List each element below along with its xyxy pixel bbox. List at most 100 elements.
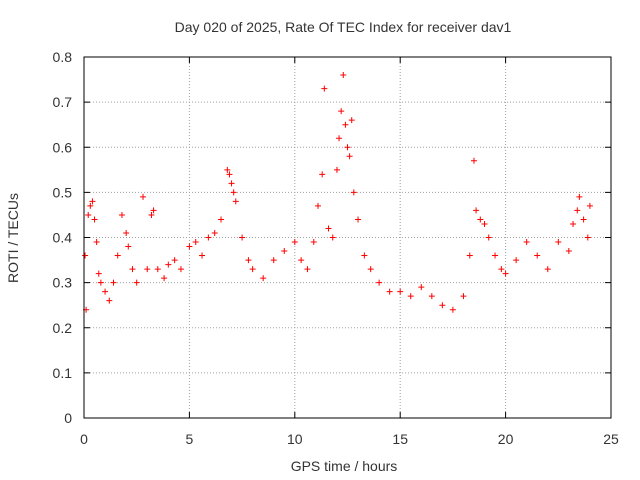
data-point <box>165 261 172 268</box>
data-point <box>314 202 321 209</box>
y-tick-label: 0.5 <box>53 184 73 200</box>
data-point <box>555 239 562 246</box>
data-point <box>321 85 328 92</box>
data-point <box>199 252 206 259</box>
data-point <box>460 293 467 300</box>
data-point <box>270 257 277 264</box>
data-point <box>281 248 288 255</box>
data-point <box>118 211 125 218</box>
y-tick-label: 0 <box>64 410 72 426</box>
data-point <box>407 293 414 300</box>
x-tick-label: 0 <box>80 431 88 447</box>
data-point <box>342 121 349 128</box>
data-point <box>325 225 332 232</box>
grid-lines <box>84 57 611 418</box>
data-point <box>123 229 130 236</box>
data-point <box>544 266 551 273</box>
data-point <box>319 171 326 178</box>
data-point <box>85 211 92 218</box>
data-point <box>110 279 117 286</box>
data-point <box>513 257 520 264</box>
data-point <box>355 216 362 223</box>
y-axis-label: ROTI / TECUs <box>5 193 21 283</box>
data-point <box>481 220 488 227</box>
data-point <box>106 297 113 304</box>
y-tick-label: 0.4 <box>53 230 73 246</box>
y-tick-label: 0.7 <box>53 94 73 110</box>
data-point <box>428 293 435 300</box>
data-point <box>249 266 256 273</box>
data-point <box>310 239 317 246</box>
data-point <box>502 270 509 277</box>
data-point <box>336 135 343 142</box>
y-tick-labels: 0 0.1 0.2 0.3 0.4 0.5 0.6 0.7 0.8 <box>53 49 73 426</box>
data-point <box>211 229 218 236</box>
data-point <box>298 257 305 264</box>
data-point <box>338 108 345 115</box>
data-point <box>245 257 252 264</box>
data-point <box>376 279 383 286</box>
data-point <box>361 252 368 259</box>
data-point <box>230 189 237 196</box>
data-point <box>82 252 89 259</box>
data-point <box>477 216 484 223</box>
x-tick-label: 20 <box>498 431 514 447</box>
data-point <box>580 216 587 223</box>
data-point <box>171 257 178 264</box>
data-point <box>344 144 351 151</box>
data-point <box>584 234 591 241</box>
data-point <box>114 252 121 259</box>
data-point <box>93 239 100 246</box>
data-point <box>177 266 184 273</box>
data-point <box>470 157 477 164</box>
data-point <box>97 279 104 286</box>
y-tick-label: 0.1 <box>53 365 73 381</box>
data-point <box>329 234 336 241</box>
data-point <box>586 202 593 209</box>
data-point <box>218 216 225 223</box>
data-point <box>574 207 581 214</box>
data-point <box>350 189 357 196</box>
data-point <box>239 234 246 241</box>
data-point <box>226 171 233 178</box>
data-point <box>161 275 168 282</box>
data-point <box>523 239 530 246</box>
data-point <box>367 266 374 273</box>
x-tick-label: 5 <box>186 431 194 447</box>
data-point <box>154 266 161 273</box>
x-tick-label: 15 <box>392 431 408 447</box>
y-tick-label: 0.8 <box>53 49 73 65</box>
data-point <box>534 252 541 259</box>
data-point <box>224 166 231 173</box>
data-point <box>439 302 446 309</box>
x-axis-label: GPS time / hours <box>291 458 398 474</box>
axis-ticks <box>83 56 612 419</box>
data-point <box>95 270 102 277</box>
data-point <box>418 284 425 291</box>
data-point <box>133 279 140 286</box>
data-point <box>348 117 355 124</box>
chart-title: Day 020 of 2025, Rate Of TEC Index for r… <box>175 19 512 35</box>
data-point <box>333 166 340 173</box>
data-point <box>565 248 572 255</box>
x-tick-labels: 0 5 10 15 20 25 <box>80 431 619 447</box>
data-point <box>449 306 456 313</box>
data-point <box>291 239 298 246</box>
data-point <box>397 288 404 295</box>
data-point <box>576 193 583 200</box>
data-point <box>260 275 267 282</box>
x-tick-label: 10 <box>287 431 303 447</box>
data-point <box>129 266 136 273</box>
data-point <box>570 220 577 227</box>
data-point <box>492 252 499 259</box>
data-point <box>340 72 347 79</box>
data-point <box>498 266 505 273</box>
data-point <box>485 234 492 241</box>
data-point <box>186 243 193 250</box>
data-point <box>304 266 311 273</box>
data-point <box>150 207 157 214</box>
data-point <box>473 207 480 214</box>
data-point <box>386 288 393 295</box>
data-point <box>192 239 199 246</box>
